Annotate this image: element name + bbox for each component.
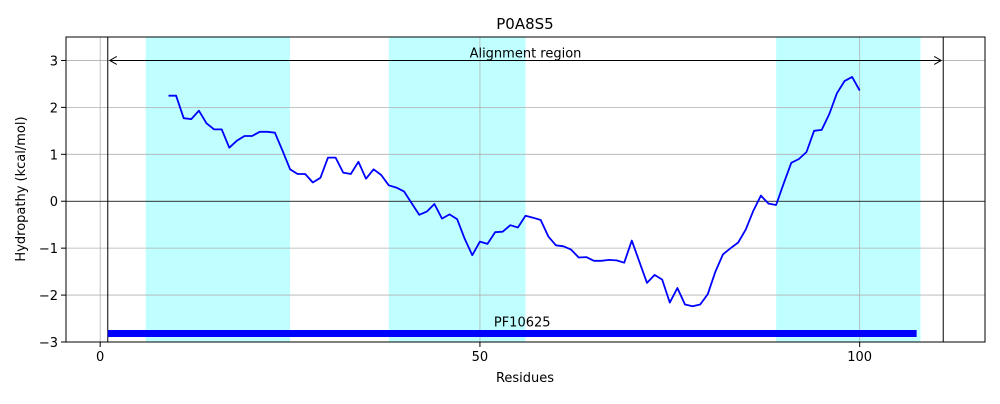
x-axis-label: Residues — [496, 371, 554, 386]
y-tick-label: 2 — [50, 101, 58, 116]
y-tick-label: 3 — [50, 54, 58, 69]
chart-title: P0A8S5 — [496, 15, 553, 33]
plot-frame — [65, 36, 986, 343]
y-axis-label: Hydropathy (kcal/mol) — [14, 116, 29, 261]
alignment-arrow-left-head — [108, 56, 118, 65]
domain-bar-layer: PF10625 — [107, 316, 917, 338]
hydropathy-line-1 — [168, 76, 861, 308]
x-tick-label: 100 — [847, 350, 872, 365]
y-tick-label: −2 — [39, 289, 58, 304]
x-tick-label: 0 — [96, 350, 104, 365]
ticks-layer: 0 50 100 −3 −2 −1 0 1 2 3 — [39, 54, 872, 365]
domain-bar-label: PF10625 — [494, 316, 551, 331]
x-tick-label: 50 — [472, 350, 489, 365]
y-tick-label: −1 — [39, 242, 58, 257]
alignment-region-label: Alignment region — [470, 46, 582, 61]
y-tick-label: 1 — [50, 148, 58, 163]
highlight-region-2 — [388, 37, 526, 342]
series-layer — [168, 76, 861, 308]
alignment-layer: Alignment region — [108, 46, 943, 65]
alignment-arrow-right-head — [933, 56, 943, 65]
highlight-region-1 — [145, 37, 291, 342]
frame-layer — [65, 36, 986, 343]
y-tick-label: 0 — [50, 195, 58, 210]
highlight-layer — [145, 37, 921, 342]
y-tick-label: −3 — [39, 336, 58, 351]
highlight-region-3 — [776, 37, 921, 342]
boundary-lines-layer — [107, 37, 944, 342]
